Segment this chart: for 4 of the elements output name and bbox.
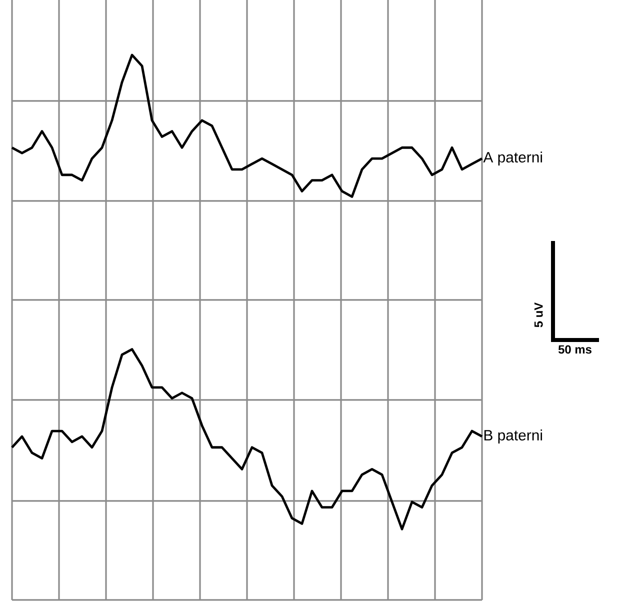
series-label: B paterni: [484, 430, 542, 444]
series-label: A paterni: [483, 152, 542, 166]
text: 5 uV: [534, 302, 543, 328]
text: 50 ms: [558, 345, 592, 354]
